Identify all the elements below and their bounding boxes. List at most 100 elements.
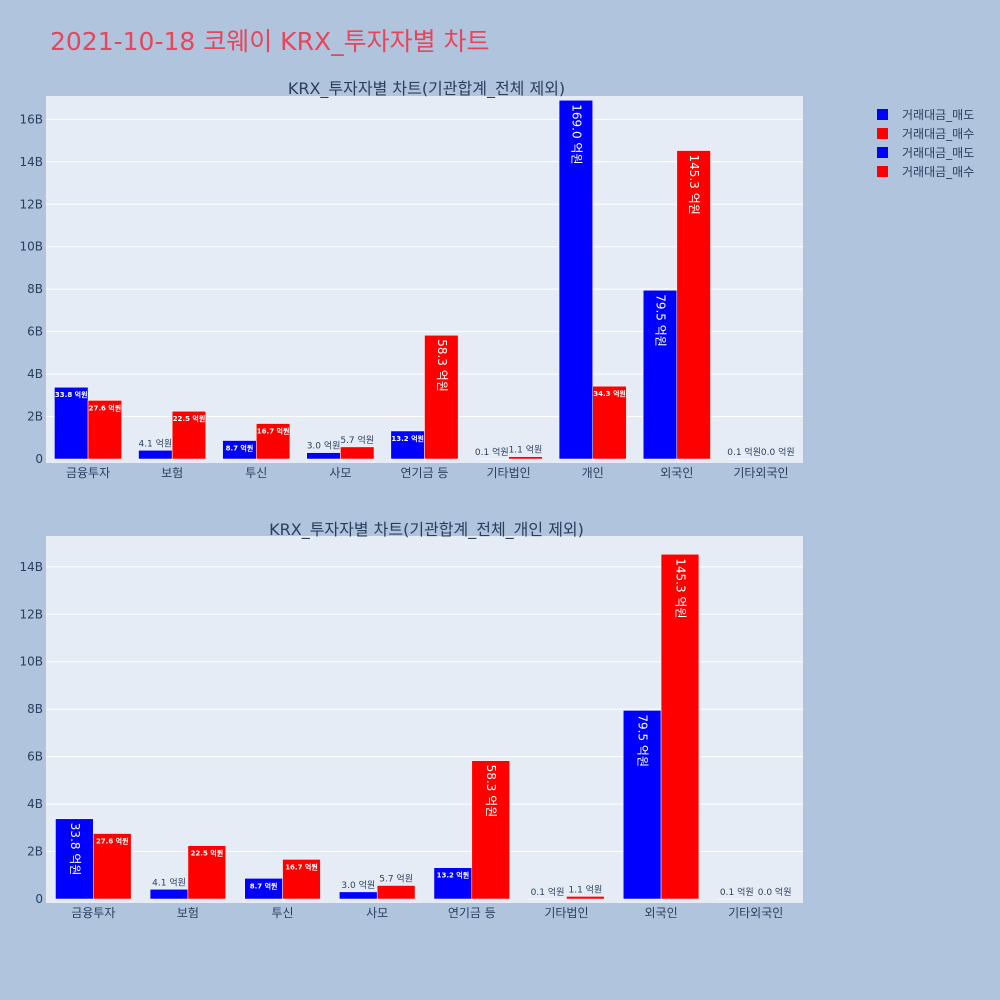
data-label: 33.8 억원 [68, 823, 82, 876]
data-label: 3.0 억원 [341, 879, 375, 891]
data-label: 0.0 억원 [758, 886, 792, 898]
data-label: 13.2 억원 [437, 871, 470, 880]
legend-swatch[interactable] [877, 109, 888, 120]
data-label: 8.7 억원 [226, 444, 254, 453]
y-tick-label: 10B [19, 240, 43, 254]
legend-swatch[interactable] [877, 166, 888, 177]
bar[interactable] [566, 896, 605, 900]
bar[interactable] [55, 818, 94, 900]
y-tick-label: 4B [27, 797, 43, 811]
y-tick-label: 10B [19, 655, 43, 669]
bar[interactable] [622, 710, 662, 900]
x-tick-label: 금융투자 [71, 906, 115, 920]
data-label: 27.6 억원 [96, 837, 129, 846]
bar[interactable] [508, 456, 543, 460]
bar[interactable] [171, 410, 207, 460]
y-tick-label: 14B [19, 560, 43, 574]
chart-title: KRX_투자자별 차트(기관합계_전체_개인 제외) [269, 520, 584, 540]
data-label: 4.1 억원 [138, 437, 172, 449]
legend-item-label[interactable]: 거래대금_매도 [902, 146, 974, 160]
bar[interactable] [558, 99, 593, 460]
y-tick-label: 4B [27, 367, 43, 381]
bar[interactable] [339, 891, 378, 900]
data-label: 16.7 억원 [257, 427, 290, 436]
y-tick-label: 8B [27, 702, 43, 716]
y-tick-label: 14B [19, 155, 43, 169]
data-label: 13.2 억원 [391, 434, 424, 443]
x-tick-label: 외국인 [660, 466, 693, 480]
y-tick-label: 0 [35, 452, 43, 466]
x-tick-label: 외국인 [645, 906, 678, 920]
legend-item-label[interactable]: 거래대금_매수 [902, 127, 974, 141]
bar[interactable] [149, 889, 189, 900]
bar[interactable] [592, 385, 627, 460]
bar[interactable] [676, 150, 711, 460]
bar[interactable] [87, 400, 122, 460]
legend-swatch[interactable] [877, 147, 888, 158]
data-label: 79.5 억원 [636, 714, 650, 767]
chart-bottom: KRX_투자자별 차트(기관합계_전체_개인 제외) 0 2B 4B 6B 8B 10B 12… [19, 520, 803, 920]
data-label: 145.3 억원 [687, 155, 701, 215]
data-label: 0.1 억원 [475, 446, 509, 458]
x-tick-label: 투신 [272, 906, 294, 920]
x-tick-label: 연기금 등 [448, 906, 496, 920]
bar[interactable] [376, 885, 416, 900]
bar[interactable] [433, 867, 473, 900]
data-label: 34.3 억원 [593, 389, 626, 398]
data-label: 79.5 억원 [654, 294, 668, 347]
data-label: 1.1 억원 [509, 444, 543, 456]
bar[interactable] [471, 760, 510, 900]
data-label: 0.1 억원 [531, 886, 565, 898]
bar[interactable] [306, 452, 341, 460]
x-tick-label: 기타법인 [487, 466, 531, 480]
y-tick-label: 6B [27, 325, 43, 339]
y-tick-label: 6B [27, 750, 43, 764]
data-label: 58.3 억원 [435, 339, 449, 392]
data-label: 169.0 억원 [569, 104, 583, 164]
legend-swatch[interactable] [877, 128, 888, 139]
x-tick-label: 기타외국인 [728, 906, 783, 920]
data-label: 4.1 억원 [152, 876, 186, 888]
x-tick-label: 보험 [161, 466, 183, 480]
bar[interactable] [138, 450, 173, 460]
x-tick-label: 연기금 등 [401, 466, 449, 480]
bar[interactable] [187, 845, 227, 900]
bar[interactable] [93, 833, 132, 900]
data-label: 5.7 억원 [340, 434, 374, 446]
legend-item-label[interactable]: 거래대금_매수 [902, 165, 974, 179]
y-tick-label: 0 [35, 892, 43, 906]
bar[interactable] [660, 554, 700, 900]
data-label: 0.1 억원 [720, 886, 754, 898]
x-tick-label: 금융투자 [66, 466, 110, 480]
data-label: 33.8 억원 [55, 390, 88, 399]
x-tick-label: 기타법인 [544, 906, 588, 920]
x-tick-label: 사모 [329, 466, 351, 480]
x-tick-label: 투신 [245, 466, 267, 480]
data-label: 145.3 억원 [673, 558, 687, 618]
x-tick-label: 기타외국인 [733, 466, 788, 480]
data-label: 3.0 억원 [307, 440, 341, 452]
data-label: 16.7 억원 [285, 862, 318, 871]
chart-title: KRX_투자자별 차트(기관합계_전체 제외) [288, 79, 565, 99]
bar[interactable] [256, 423, 291, 460]
data-label: 5.7 억원 [379, 872, 413, 884]
data-label: 22.5 억원 [173, 414, 206, 423]
data-label: 0.1 억원 [727, 446, 761, 458]
y-tick-label: 16B [19, 112, 43, 126]
x-tick-label: 개인 [582, 466, 604, 480]
legend-item-label[interactable]: 거래대금_매도 [902, 108, 974, 122]
page-title: 2021-10-18 코웨이 KRX_투자자별 차트 [50, 27, 490, 56]
data-label: 27.6 억원 [89, 403, 122, 412]
data-label: 22.5 억원 [191, 849, 224, 858]
data-label: 8.7 억원 [250, 881, 278, 890]
x-tick-label: 보험 [177, 906, 199, 920]
bar[interactable] [340, 446, 375, 460]
y-tick-label: 12B [19, 197, 43, 211]
bar[interactable] [424, 334, 459, 460]
data-label: 58.3 억원 [484, 765, 498, 818]
data-label: 0.0 억원 [761, 446, 795, 458]
bar[interactable] [642, 289, 678, 460]
y-tick-label: 12B [19, 607, 43, 621]
bar[interactable] [282, 859, 321, 900]
